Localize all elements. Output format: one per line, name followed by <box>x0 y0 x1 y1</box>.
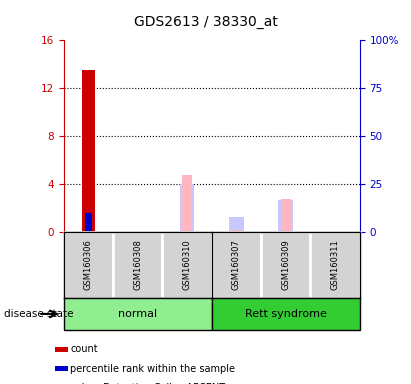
Bar <box>180 184 194 232</box>
Text: value, Detection Call = ABSENT: value, Detection Call = ABSENT <box>70 383 225 384</box>
Text: percentile rank within the sample: percentile rank within the sample <box>70 364 235 374</box>
Text: normal: normal <box>118 309 157 319</box>
Bar <box>162 232 212 298</box>
Bar <box>231 230 241 232</box>
Bar <box>55 347 68 352</box>
Text: GSM160306: GSM160306 <box>84 240 93 290</box>
Text: Rett syndrome: Rett syndrome <box>245 309 327 319</box>
Bar <box>281 199 291 232</box>
Bar <box>55 366 68 371</box>
Text: count: count <box>70 344 98 354</box>
Text: GSM160309: GSM160309 <box>281 240 290 290</box>
Text: GSM160310: GSM160310 <box>182 240 192 290</box>
Text: disease state: disease state <box>4 309 74 319</box>
Bar <box>212 232 261 298</box>
Text: GDS2613 / 38330_at: GDS2613 / 38330_at <box>134 15 277 29</box>
Bar <box>182 175 192 232</box>
Bar <box>310 232 360 298</box>
Bar <box>212 298 360 330</box>
Bar <box>261 232 310 298</box>
Bar <box>229 217 244 232</box>
Bar <box>113 232 162 298</box>
Bar <box>82 70 95 232</box>
Text: GSM160307: GSM160307 <box>232 240 241 290</box>
Bar <box>64 232 113 298</box>
Bar <box>64 298 212 330</box>
Bar <box>278 200 293 232</box>
Bar <box>85 213 92 232</box>
Text: GSM160311: GSM160311 <box>330 240 339 290</box>
Text: GSM160308: GSM160308 <box>133 240 142 290</box>
